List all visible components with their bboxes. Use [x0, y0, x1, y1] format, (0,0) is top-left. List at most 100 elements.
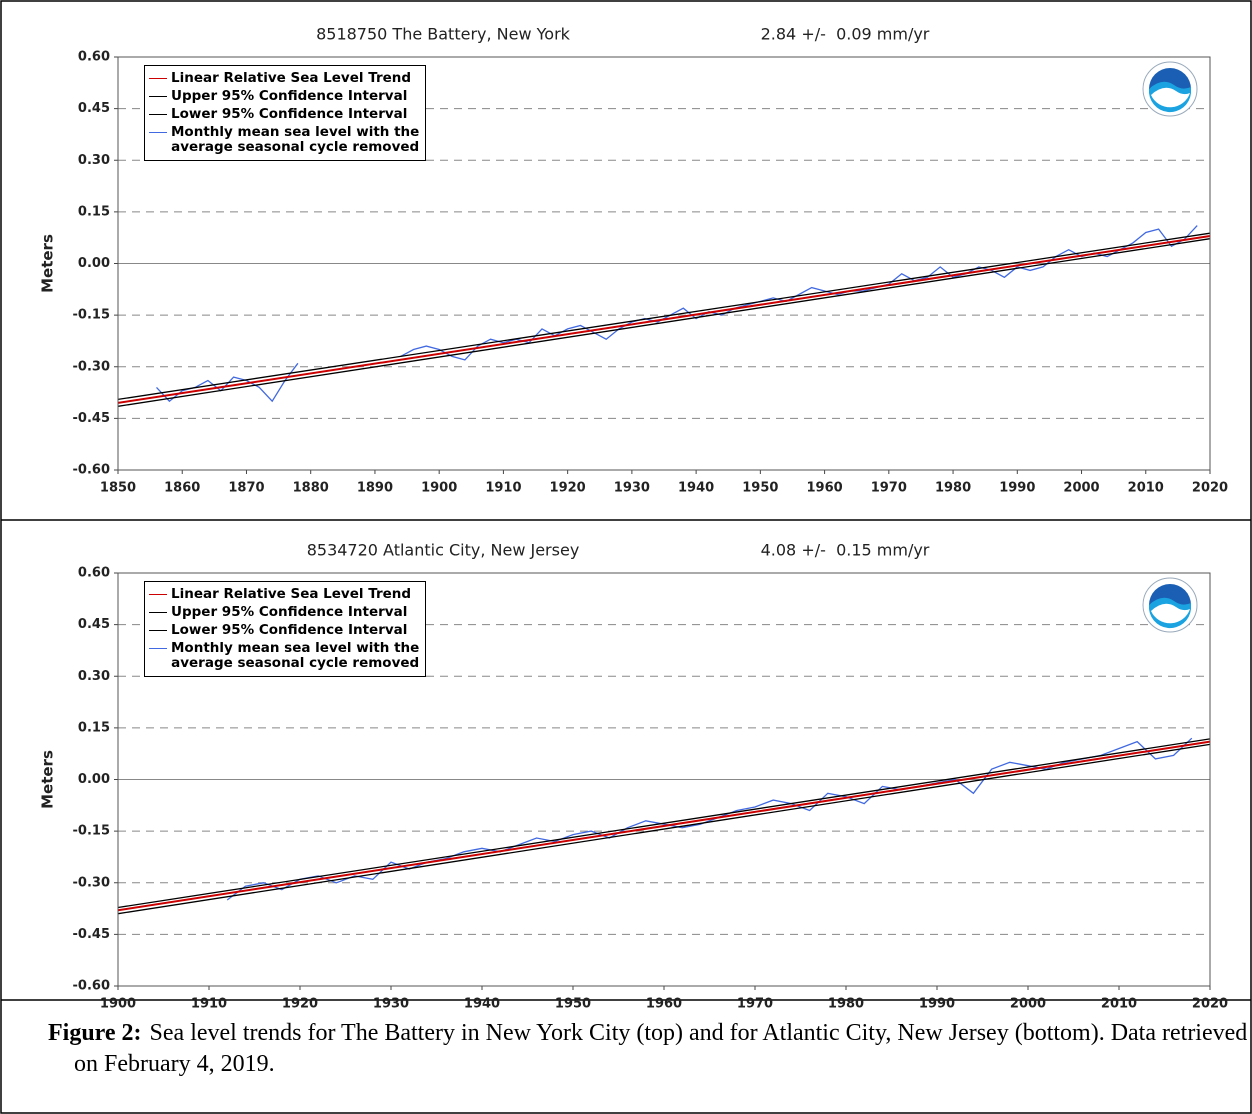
x-tick-label: 1980 — [935, 481, 971, 496]
series-line — [117, 235, 1211, 404]
x-tick-label: 2020 — [1192, 481, 1228, 496]
x-tick-label: 2000 — [1063, 481, 1099, 496]
logo-wave — [1151, 603, 1190, 624]
y-tick-label: -0.15 — [73, 824, 110, 839]
legend-entry: Upper 95% Confidence Interval — [149, 605, 419, 620]
chart-title: 8518750 The Battery, New York — [316, 25, 571, 44]
x-tick-label: 1930 — [614, 481, 650, 496]
x-tick-label: 1970 — [737, 997, 773, 1012]
x-tick-label: 1890 — [357, 481, 393, 496]
y-tick-label: 0.60 — [78, 566, 110, 581]
x-tick-label: 1880 — [293, 481, 329, 496]
y-tick-label: -0.30 — [73, 359, 110, 374]
caption-text: Sea level trends for The Battery in New … — [74, 1020, 1248, 1077]
x-tick-label: 1870 — [228, 481, 264, 496]
y-tick-label: 0.45 — [78, 101, 110, 116]
legend-label: Monthly mean sea level with the average … — [171, 640, 420, 671]
legend: Linear Relative Sea Level Trend Upper 95%… — [144, 65, 427, 161]
y-tick-label: 0.30 — [78, 669, 110, 684]
legend-entry: Upper 95% Confidence Interval — [149, 89, 419, 104]
y-tick-label: -0.15 — [73, 308, 110, 323]
y-tick-label: 0.45 — [78, 617, 110, 632]
x-tick-label: 1910 — [191, 997, 227, 1012]
legend-entry: Monthly mean sea level with the average … — [149, 641, 419, 671]
legend-entry: Linear Relative Sea Level Trend — [149, 71, 419, 86]
x-tick-label: 2010 — [1128, 481, 1164, 496]
legend-swatch — [149, 612, 167, 613]
legend-swatch — [149, 114, 167, 115]
series-line — [117, 238, 1211, 407]
x-tick-label: 1970 — [871, 481, 907, 496]
legend-entry: Linear Relative Sea Level Trend — [149, 587, 419, 602]
x-tick-label: 1910 — [485, 481, 521, 496]
x-tick-label: 1950 — [742, 481, 778, 496]
caption: Figure 2: Sea level trends for The Batter… — [48, 1018, 1252, 1080]
x-tick-label: 1980 — [828, 997, 864, 1012]
chart-title: 8534720 Atlantic City, New Jersey — [307, 541, 580, 560]
legend-swatch — [149, 594, 167, 595]
legend-swatch — [149, 96, 167, 97]
y-tick-label: 0.30 — [78, 153, 110, 168]
legend-entry: Lower 95% Confidence Interval — [149, 107, 419, 122]
x-tick-label: 1990 — [919, 997, 955, 1012]
legend-entry: Lower 95% Confidence Interval — [149, 623, 419, 638]
series-line — [117, 740, 1211, 912]
legend: Linear Relative Sea Level Trend Upper 95%… — [144, 581, 427, 677]
series-line — [117, 738, 1211, 909]
y-tick-label: 0.15 — [78, 720, 110, 735]
y-tick-label: -0.60 — [73, 463, 110, 478]
legend-label: Upper 95% Confidence Interval — [171, 88, 408, 104]
x-tick-label: 2000 — [1010, 997, 1046, 1012]
plot-frame — [117, 572, 1211, 987]
legend-swatch — [149, 132, 167, 133]
x-tick-label: 1950 — [555, 997, 591, 1012]
chart-subtitle: 2.84 +/- 0.09 mm/yr — [761, 25, 930, 44]
y-axis-label: Meters — [39, 750, 57, 809]
x-tick-label: 1940 — [678, 481, 714, 496]
y-tick-label: 0.15 — [78, 204, 110, 219]
y-tick-label: 0.60 — [78, 50, 110, 65]
x-tick-label: 1990 — [999, 481, 1035, 496]
x-tick-label: 1960 — [806, 481, 842, 496]
chart-subtitle: 4.08 +/- 0.15 mm/yr — [761, 541, 930, 560]
x-tick-label: 2010 — [1101, 997, 1137, 1012]
y-tick-label: -0.45 — [73, 411, 110, 426]
legend-label: Linear Relative Sea Level Trend — [171, 586, 412, 602]
legend-label: Lower 95% Confidence Interval — [171, 106, 408, 122]
x-tick-label: 1930 — [373, 997, 409, 1012]
y-tick-label: 0.00 — [78, 772, 110, 787]
legend-label: Lower 95% Confidence Interval — [171, 622, 408, 638]
legend-swatch — [149, 648, 167, 649]
y-axis-label: Meters — [39, 234, 57, 293]
x-tick-label: 1900 — [100, 997, 136, 1012]
y-tick-label: -0.45 — [73, 927, 110, 942]
x-tick-label: 1850 — [100, 481, 136, 496]
legend-entry: Monthly mean sea level with the average … — [149, 125, 419, 155]
y-tick-label: -0.60 — [73, 979, 110, 994]
legend-swatch — [149, 630, 167, 631]
x-tick-label: 1920 — [550, 481, 586, 496]
legend-swatch — [149, 78, 167, 79]
x-tick-label: 2020 — [1192, 997, 1228, 1012]
series-line — [117, 232, 1211, 401]
noaa-logo — [1142, 61, 1198, 117]
series-line — [156, 225, 1198, 403]
plot-frame — [117, 56, 1211, 471]
series-line — [117, 743, 1211, 915]
x-tick-label: 1940 — [464, 997, 500, 1012]
legend-label: Upper 95% Confidence Interval — [171, 604, 408, 620]
y-tick-label: 0.00 — [78, 256, 110, 271]
logo-wave — [1151, 87, 1190, 108]
legend-label: Linear Relative Sea Level Trend — [171, 70, 412, 86]
legend-label: Monthly mean sea level with the average … — [171, 124, 420, 155]
caption-label: Figure 2: — [48, 1020, 142, 1046]
noaa-logo — [1142, 577, 1198, 633]
x-tick-label: 1920 — [282, 997, 318, 1012]
x-tick-label: 1960 — [646, 997, 682, 1012]
x-tick-label: 1860 — [164, 481, 200, 496]
x-tick-label: 1900 — [421, 481, 457, 496]
y-tick-label: -0.30 — [73, 875, 110, 890]
